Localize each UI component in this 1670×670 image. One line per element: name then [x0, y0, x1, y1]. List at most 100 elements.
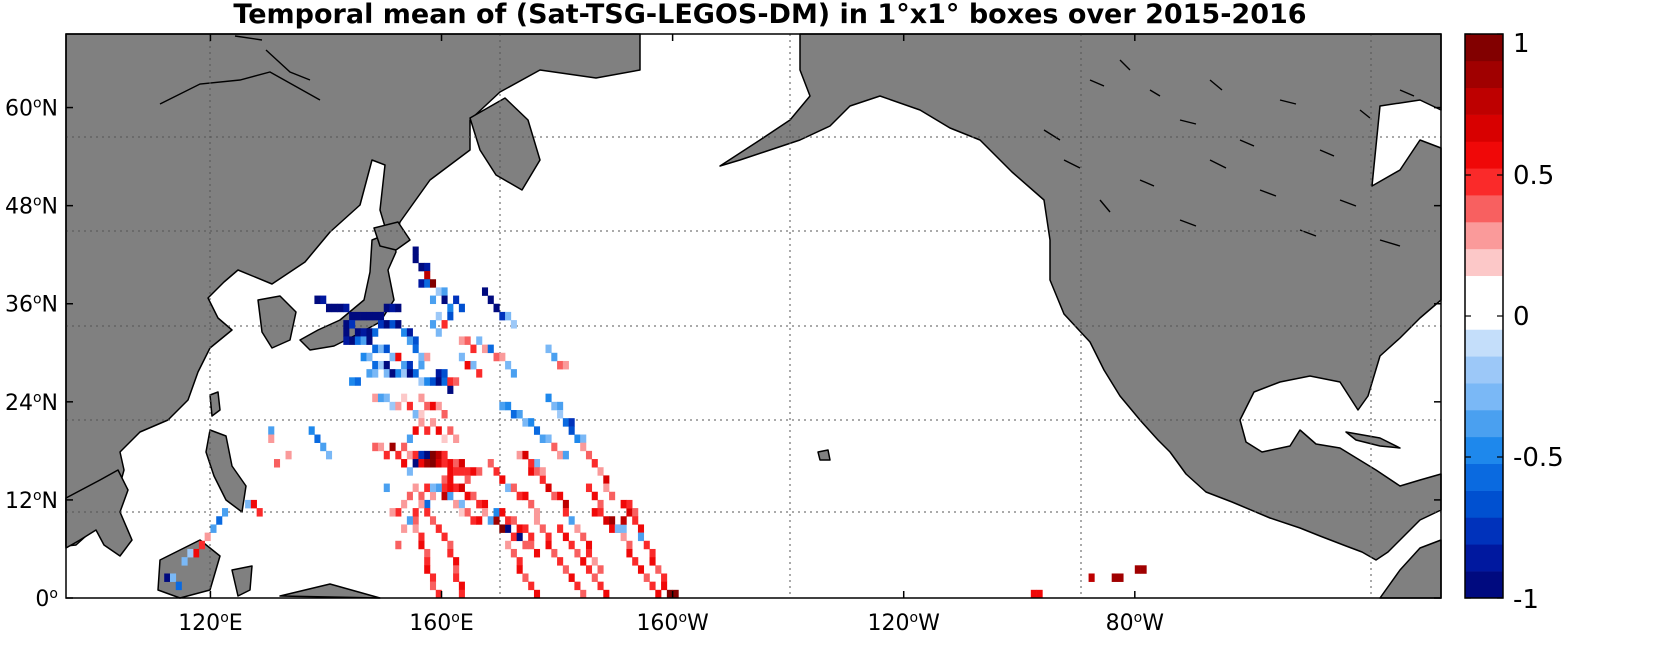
- data-cell: [268, 434, 275, 443]
- data-cell: [597, 581, 604, 591]
- data-cell: [528, 499, 535, 509]
- data-cell: [435, 450, 442, 460]
- data-cell: [585, 548, 593, 558]
- data-cell: [458, 589, 465, 599]
- data-cell: [325, 450, 333, 460]
- data-cell: [545, 483, 552, 493]
- data-cell: [539, 475, 546, 484]
- colorbar-segment: [1465, 436, 1503, 465]
- colorbar-tick-label: 0.5: [1513, 161, 1554, 191]
- data-cell: [609, 491, 616, 501]
- data-cell: [245, 499, 252, 509]
- data-cell: [557, 410, 564, 419]
- data-cell: [435, 483, 442, 493]
- data-cell: [187, 548, 194, 558]
- data-cell: [418, 352, 425, 362]
- colorbar-segment: [1465, 222, 1503, 250]
- data-cell: [354, 328, 361, 337]
- data-cell: [505, 401, 512, 411]
- data-cell: [424, 426, 431, 435]
- data-cell: [418, 499, 425, 509]
- data-cell: [493, 516, 500, 525]
- data-cell: [591, 557, 598, 566]
- data-cell: [441, 475, 448, 484]
- data-cell: [429, 581, 437, 591]
- data-cell: [603, 475, 610, 484]
- data-cell: [493, 467, 500, 476]
- land-japan: [299, 231, 397, 351]
- data-cell: [551, 442, 558, 452]
- data-cell: [453, 434, 460, 443]
- data-cell: [406, 360, 413, 370]
- data-cell: [522, 573, 529, 582]
- x-tick-label: 160oW: [636, 610, 709, 636]
- data-cell: [401, 524, 408, 533]
- data-cell: [221, 508, 229, 517]
- data-cell: [505, 311, 512, 321]
- data-cell: [447, 540, 454, 550]
- data-cell: [337, 303, 344, 313]
- data-cell: [447, 491, 454, 501]
- data-cell: [1111, 573, 1118, 582]
- data-cell: [429, 450, 437, 460]
- data-cell: [522, 450, 529, 460]
- data-cell: [476, 499, 483, 509]
- data-cell: [505, 524, 512, 533]
- data-cell: [626, 548, 633, 558]
- data-cell: [424, 499, 431, 509]
- data-cell: [580, 434, 587, 443]
- data-cell: [418, 377, 425, 386]
- data-cell: [510, 548, 517, 558]
- data-cell: [418, 360, 425, 370]
- data-cell: [661, 573, 668, 582]
- data-cell: [395, 401, 402, 411]
- data-cell: [499, 401, 506, 411]
- data-cell: [447, 311, 454, 321]
- data-cell: [406, 516, 413, 525]
- data-cell: [441, 295, 448, 305]
- data-cell: [562, 499, 569, 509]
- colorbar-segment: [1465, 490, 1503, 518]
- data-cell: [169, 573, 177, 582]
- data-cell: [1036, 589, 1043, 599]
- data-cell: [429, 418, 437, 427]
- data-cell: [470, 516, 477, 525]
- data-cell: [458, 459, 465, 468]
- data-cell: [626, 540, 633, 550]
- data-cell: [597, 499, 604, 509]
- data-cell: [383, 369, 390, 378]
- y-tick-label: 60oN: [5, 96, 58, 122]
- data-cell: [476, 336, 483, 345]
- data-cell: [464, 475, 471, 484]
- data-cell: [383, 320, 390, 329]
- x-tick-label: 120oW: [868, 610, 941, 636]
- data-cell: [204, 532, 211, 542]
- data-cell: [424, 459, 431, 468]
- data-cell: [175, 581, 182, 591]
- data-cell: [395, 320, 402, 329]
- data-cell: [476, 467, 483, 476]
- data-cell: [476, 369, 483, 378]
- data-cell: [533, 467, 541, 476]
- data-cell: [429, 401, 437, 411]
- data-cell: [545, 540, 552, 550]
- data-cell: [389, 303, 396, 313]
- data-cell: [383, 303, 390, 313]
- land-borneo: [157, 539, 221, 599]
- data-cell: [499, 311, 506, 321]
- data-cell: [458, 352, 465, 362]
- land-sulawesi: [231, 565, 253, 597]
- data-cell: [453, 557, 460, 566]
- data-cell: [441, 532, 448, 542]
- data-cell: [481, 508, 489, 517]
- data-cell: [429, 295, 437, 305]
- data-cell: [435, 377, 442, 386]
- data-cell: [424, 450, 431, 460]
- data-cell: [372, 328, 379, 337]
- data-cell: [499, 508, 506, 517]
- data-cell: [453, 483, 460, 493]
- data-cell: [557, 524, 564, 533]
- data-cell: [418, 262, 425, 272]
- data-cell: [429, 320, 437, 329]
- data-cell: [383, 344, 390, 354]
